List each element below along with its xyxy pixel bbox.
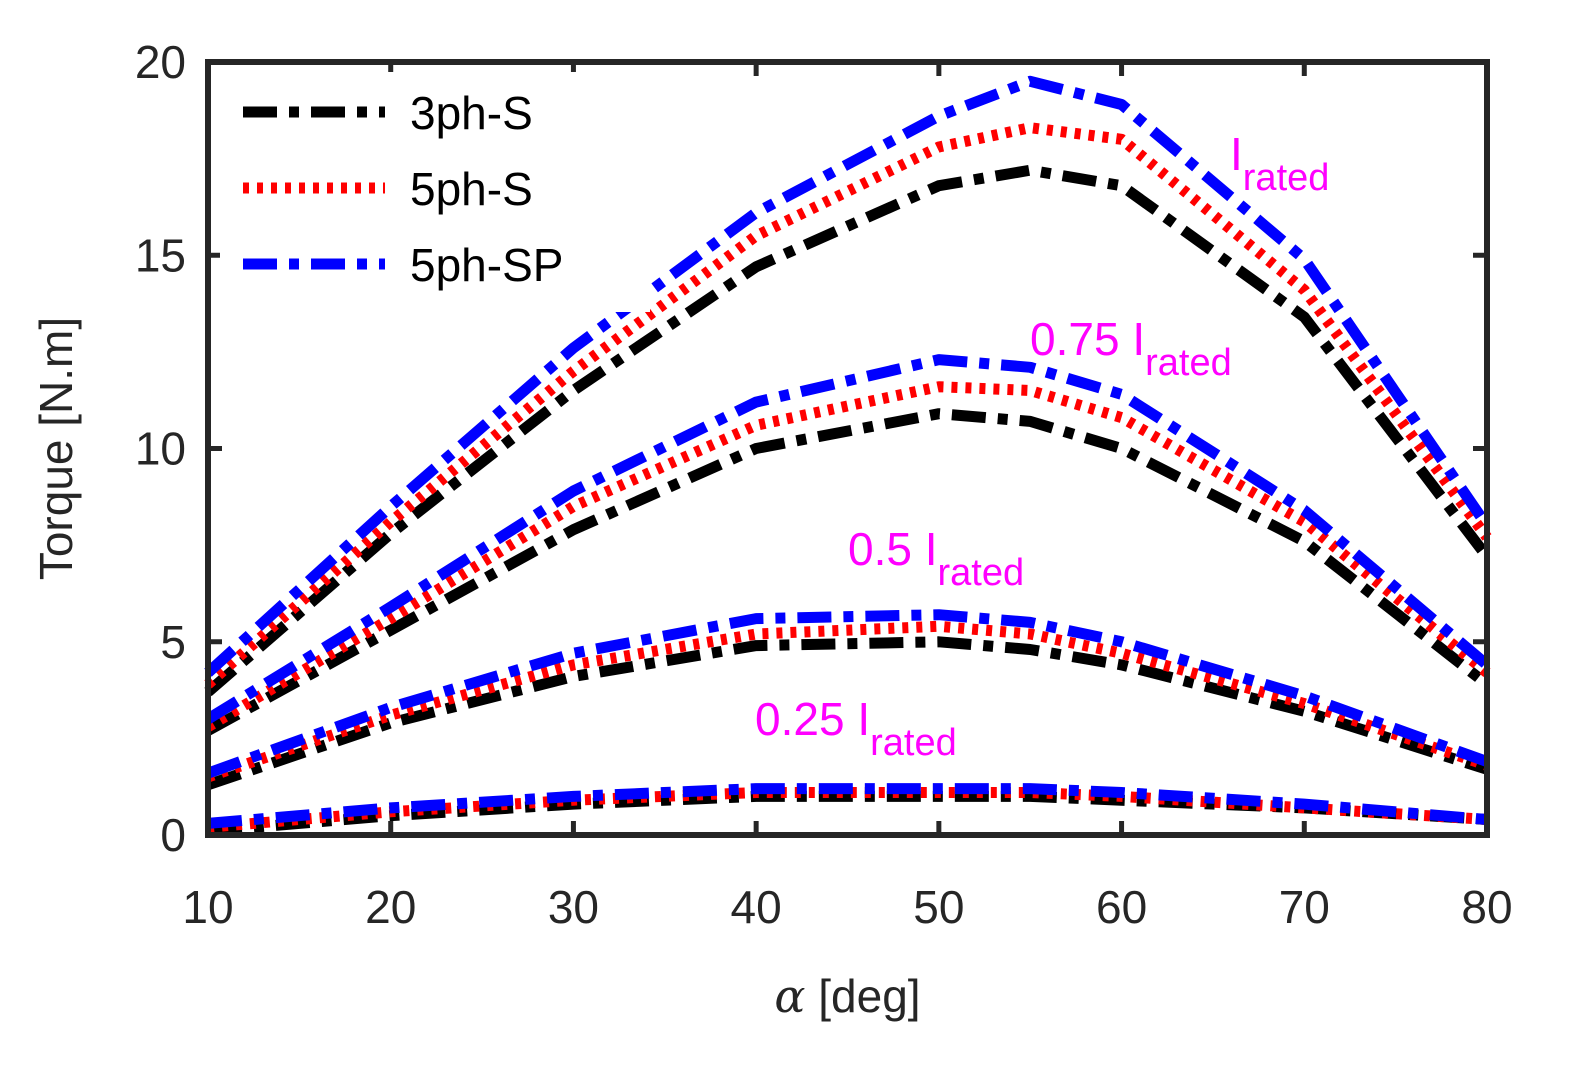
group-annotation-3: 0.25 Irated: [755, 693, 957, 764]
y-tick-label: 20: [135, 36, 186, 88]
series-line-5ph-SP-group-3: [207, 783, 1488, 829]
x-tick-label: 50: [913, 881, 964, 933]
y-tick-label: 5: [160, 616, 186, 668]
y-axis-label: Torque [N.m]: [30, 317, 82, 580]
series-line-5ph-S-group-1: [205, 381, 1491, 732]
x-tick-label: 20: [365, 881, 416, 933]
group-annotation-0: Irated: [1230, 128, 1329, 199]
annotation-prefix: 0.25: [755, 693, 857, 745]
series-line-5ph-SP-group-0: [204, 75, 1492, 677]
annotation-subscript: rated: [1243, 157, 1330, 199]
legend: 3ph-S 5ph-S 5ph-SP: [220, 72, 650, 312]
annotation-subscript: rated: [870, 722, 957, 764]
x-axis-label: α [deg]: [774, 969, 920, 1023]
annotation-symbol: I: [1132, 313, 1145, 365]
legend-label-5ph-S: 5ph-S: [410, 163, 533, 215]
series-line-5ph-SP-group-2: [206, 609, 1489, 779]
legend-label-5ph-SP: 5ph-SP: [410, 239, 563, 291]
annotation-symbol: I: [857, 693, 870, 745]
series-layer: [204, 75, 1492, 837]
annotation-symbol: I: [1230, 128, 1243, 180]
series-line-3ph-S-group-2: [206, 636, 1489, 791]
annotation-prefix: 0.5: [848, 523, 925, 575]
x-tick-label: 70: [1279, 881, 1330, 933]
x-tick-label: 40: [731, 881, 782, 933]
y-tick-label: 15: [135, 229, 186, 281]
series-line-3ph-S-group-0: [204, 164, 1492, 697]
series-line-5ph-S-group-0: [204, 122, 1492, 689]
annotation-symbol: I: [925, 523, 938, 575]
x-tick-label: 10: [182, 881, 233, 933]
alpha-symbol: α: [774, 969, 805, 1023]
annotation-subscript: rated: [1145, 342, 1232, 384]
series-line-5ph-S-group-2: [206, 620, 1489, 783]
x-tick-label: 80: [1461, 881, 1512, 933]
annotation-prefix: 0.75: [1030, 313, 1132, 365]
series-line-5ph-SP-group-1: [205, 354, 1491, 724]
series-line-3ph-S-group-1: [205, 408, 1491, 736]
y-tick-label: 10: [135, 423, 186, 475]
annotation-subscript: rated: [938, 552, 1025, 594]
legend-label-3ph-S: 3ph-S: [410, 87, 533, 139]
ticks-layer: 10 20 30 40 50 60 70 80 0 5 10 15 20: [135, 36, 1513, 933]
y-tick-label: 0: [160, 809, 186, 861]
x-tick-label: 30: [548, 881, 599, 933]
group-annotation-2: 0.5 Irated: [848, 523, 1024, 594]
x-axis-label-text: [deg]: [818, 970, 920, 1022]
x-tick-label: 60: [1096, 881, 1147, 933]
group-annotation-1: 0.75 Irated: [1030, 313, 1232, 384]
